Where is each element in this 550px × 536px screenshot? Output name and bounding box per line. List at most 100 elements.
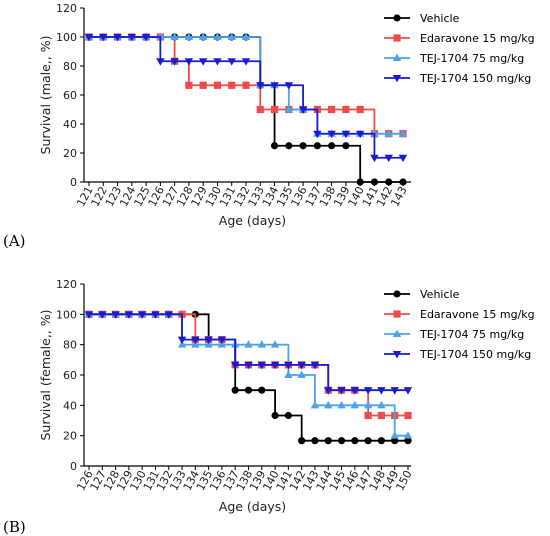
data-point [213, 58, 222, 66]
panel-a-chart: 0204060801001201211221231241251261271281… [38, 2, 535, 228]
data-point [127, 34, 137, 42]
data-point [99, 34, 108, 42]
data-point [377, 387, 386, 395]
data-point [98, 311, 107, 319]
data-point [270, 82, 279, 90]
legend-item-vehicle: Vehicle [384, 288, 460, 301]
data-point [337, 437, 346, 445]
y-tick-label: 20 [63, 430, 77, 443]
data-point [213, 32, 222, 40]
data-point [256, 105, 264, 114]
panel-a-label: (A) [3, 232, 26, 250]
data-point [324, 387, 333, 395]
data-point [297, 370, 306, 378]
legend-item-tej-1704-75-mg-kg: TEJ-1704 75 mg/kg [384, 52, 524, 65]
data-point [370, 178, 379, 186]
data-point [398, 154, 408, 163]
legend-item-tej-1704-150-mg-kg: TEJ-1704 150 mg/kg [384, 348, 531, 361]
data-point [164, 311, 173, 319]
data-point [271, 411, 279, 420]
legend-label: Edaravone 15 mg/kg [420, 32, 535, 45]
data-point [198, 58, 208, 66]
y-tick-label: 0 [70, 176, 77, 189]
series-vehicle [85, 310, 412, 445]
data-point [299, 142, 307, 150]
panel-b-chart: 0204060801001201261271281291301311321331… [38, 278, 535, 514]
data-point [137, 311, 147, 319]
data-point [204, 336, 213, 345]
data-point [342, 105, 350, 114]
data-point [403, 431, 413, 439]
data-point [313, 130, 322, 139]
legend-item-edaravone-15-mg-kg: Edaravone 15 mg/kg [384, 32, 535, 45]
y-tick-label: 40 [63, 118, 77, 131]
y-tick-label: 120 [56, 2, 77, 15]
data-point [355, 130, 365, 139]
data-point [84, 34, 94, 42]
legend: Vehicle Edaravone 15 mg/kg TEJ-1704 75 mg/… [384, 12, 535, 85]
legend-marker [392, 75, 402, 83]
data-point [363, 400, 373, 409]
data-point [231, 386, 239, 394]
data-point [328, 105, 336, 114]
data-point [257, 340, 266, 348]
data-point [390, 387, 399, 395]
data-point [384, 154, 393, 163]
y-tick-label: 0 [70, 460, 77, 473]
data-point [298, 437, 306, 445]
data-point [257, 361, 266, 370]
data-point [341, 130, 351, 139]
legend-label: TEJ-1704 75 mg/kg [419, 328, 524, 341]
data-point [270, 105, 279, 114]
data-point [298, 106, 308, 114]
data-point [256, 82, 265, 90]
series-line-tej-1704-150-mg-kg [89, 36, 403, 159]
series-tej-1704-150-mg-kg [84, 311, 413, 395]
data-point [141, 34, 151, 42]
y-tick-label: 100 [56, 308, 77, 321]
data-point [350, 400, 360, 409]
data-point [184, 32, 194, 40]
legend-label: TEJ-1704 150 mg/kg [419, 348, 531, 361]
data-point [370, 154, 379, 163]
data-point [364, 437, 372, 445]
legend-label: Vehicle [420, 12, 460, 25]
data-point [84, 311, 94, 319]
data-point [156, 58, 165, 66]
data-point [377, 400, 386, 409]
series-tej-1704-75-mg-kg [84, 309, 413, 439]
data-point [284, 361, 293, 370]
data-point [242, 81, 250, 89]
y-tick-label: 120 [56, 278, 77, 291]
data-point [270, 142, 279, 150]
data-point [337, 400, 346, 409]
data-point [113, 34, 122, 42]
data-point [199, 81, 207, 89]
legend-item-vehicle: Vehicle [384, 12, 460, 25]
data-point [241, 32, 251, 40]
legend-marker [392, 53, 402, 61]
data-point [244, 361, 253, 370]
data-point [404, 437, 412, 445]
data-point [385, 178, 393, 186]
legend-item-tej-1704-75-mg-kg: TEJ-1704 75 mg/kg [384, 328, 524, 341]
x-axis-title: Age (days) [219, 499, 286, 514]
data-point [399, 178, 407, 186]
data-point [198, 32, 208, 40]
legend-label: Vehicle [420, 288, 460, 301]
y-axis-title: Survival (male,, %) [38, 36, 53, 155]
data-point [284, 411, 292, 420]
data-point [258, 386, 266, 394]
data-point [228, 81, 236, 89]
data-point [350, 387, 360, 395]
data-point [124, 311, 134, 319]
data-point [337, 387, 346, 395]
legend-label: Edaravone 15 mg/kg [420, 308, 535, 321]
data-point [231, 361, 240, 370]
data-point [111, 311, 120, 319]
data-point [364, 411, 372, 420]
data-point [151, 311, 160, 319]
panel-b-label: (B) [3, 518, 26, 536]
data-point [404, 411, 412, 420]
